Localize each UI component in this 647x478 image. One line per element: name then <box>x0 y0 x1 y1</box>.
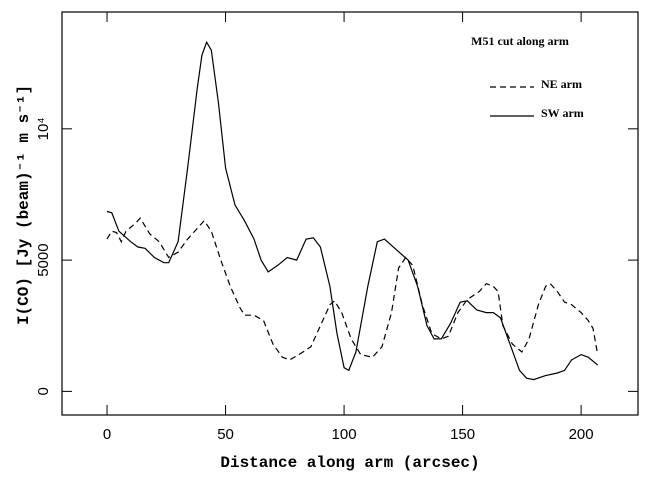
y-axis-label: I(CO) [Jy (beam)⁻¹ m s⁻¹] <box>15 85 33 325</box>
y-tick-label: 0 <box>35 387 52 395</box>
x-tick-label: 200 <box>569 426 594 443</box>
x-axis-label: Distance along arm (arcsec) <box>220 454 479 472</box>
y-tick-label: 10⁴ <box>35 117 52 140</box>
legend-label: NE arm <box>541 77 582 91</box>
x-tick-label: 50 <box>217 426 234 443</box>
legend-label: SW arm <box>541 106 584 120</box>
plot-frame <box>61 11 639 416</box>
y-tick-label: 5000 <box>35 243 52 276</box>
x-tick-label: 150 <box>450 426 475 443</box>
x-tick-label: 0 <box>103 426 111 443</box>
x-tick-label: 100 <box>332 426 357 443</box>
chart-title: M51 cut along arm <box>471 34 569 48</box>
series-line <box>106 40 599 381</box>
series-line <box>106 217 599 361</box>
